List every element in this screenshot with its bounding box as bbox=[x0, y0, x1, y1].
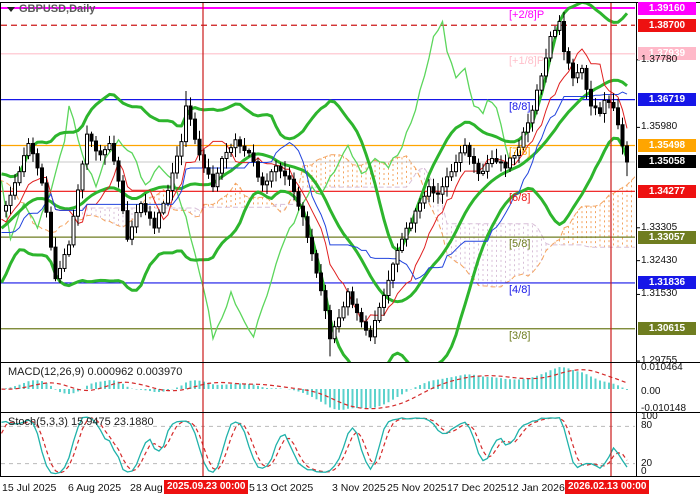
chevron-down-icon bbox=[7, 6, 15, 12]
chikou-span-line bbox=[1, 19, 511, 342]
macd-histogram bbox=[5, 367, 628, 410]
senkou-span-a-line bbox=[1, 154, 635, 288]
ichimoku-cloud bbox=[82, 154, 632, 287]
symbol-selector[interactable]: GBPUSD,Daily bbox=[7, 3, 95, 15]
murrey-level-lines bbox=[1, 7, 635, 330]
stoch-signal-line bbox=[1, 417, 628, 474]
stoch-level-lines bbox=[1, 425, 635, 465]
kijun-sen-line bbox=[1, 91, 628, 280]
bollinger-upper-line bbox=[1, 3, 629, 252]
panel-borders bbox=[0, 2, 700, 477]
tenkan-sen-line bbox=[1, 48, 628, 323]
time-axis[interactable] bbox=[0, 477, 700, 500]
senkou-span-b-line bbox=[82, 167, 635, 248]
stoch-main-line bbox=[1, 416, 628, 475]
price-axis[interactable] bbox=[637, 2, 700, 477]
vertical-lines[interactable] bbox=[202, 2, 612, 476]
bollinger-lower-line bbox=[1, 136, 629, 362]
chart-title: GBPUSD,Daily bbox=[19, 3, 96, 15]
bollinger-middle-line bbox=[1, 78, 628, 304]
candles-layer bbox=[4, 11, 629, 357]
macd-signal-line bbox=[1, 369, 628, 410]
